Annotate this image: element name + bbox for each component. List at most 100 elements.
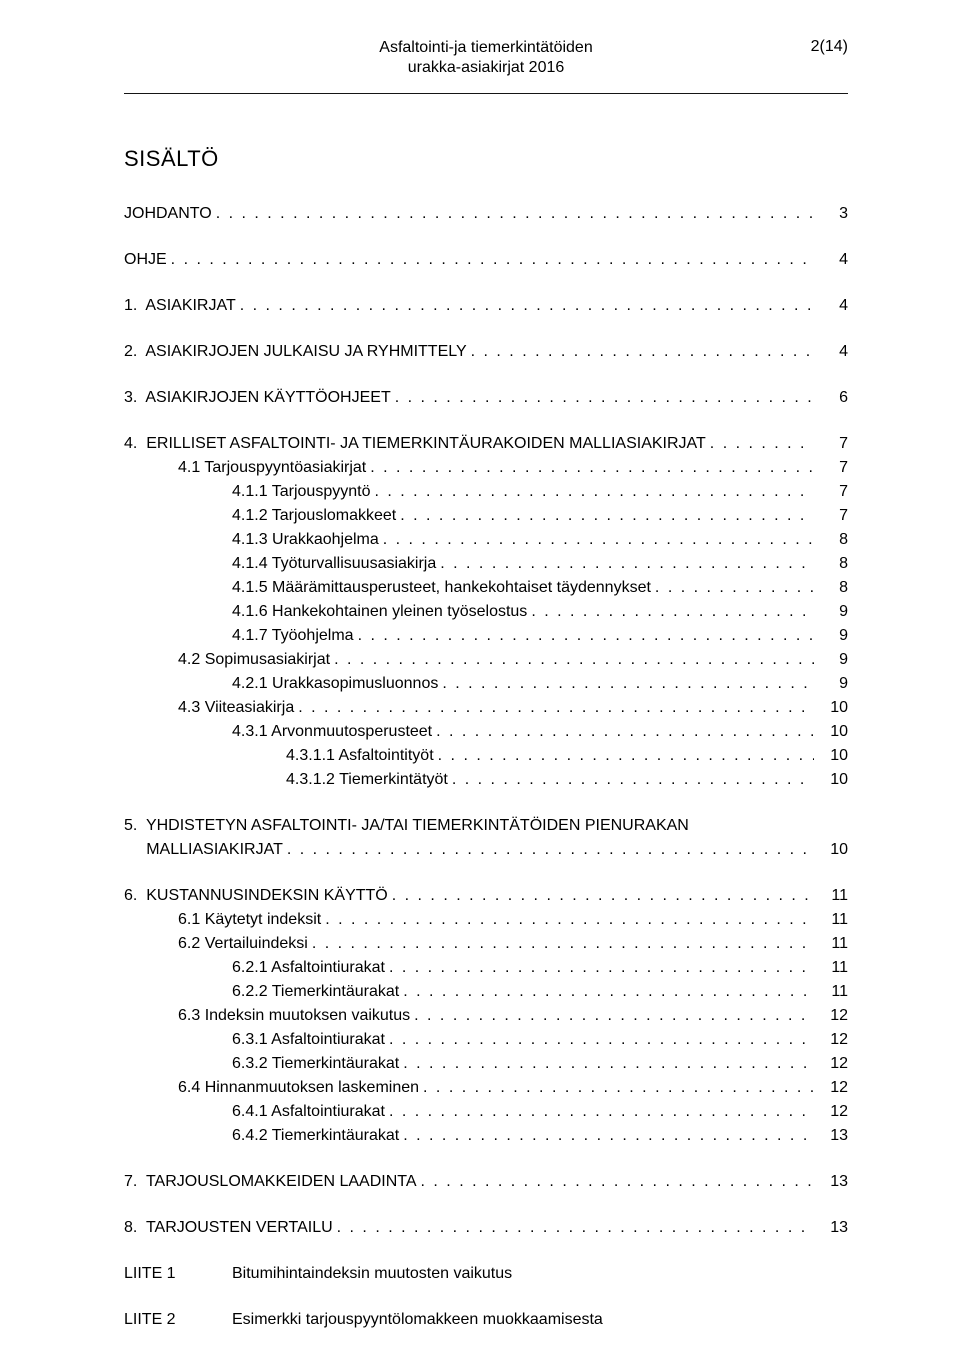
toc-page: 8 xyxy=(814,528,848,552)
toc-label: 6.4 Hinnanmuutoksen laskeminen xyxy=(124,1076,419,1100)
toc-label: 7. TARJOUSLOMAKKEIDEN LAADINTA xyxy=(124,1170,417,1194)
toc-label: 6.3.1 Asfaltointiurakat xyxy=(124,1028,385,1052)
toc-leader: . . . . . . . . . . . . . . . . . . . . … xyxy=(385,956,814,980)
toc-label: 1. ASIAKIRJAT xyxy=(124,294,236,318)
appendix-text: Bitumihintaindeksin muutosten vaikutus xyxy=(232,1262,848,1286)
toc-row: 4.1.2 Tarjouslomakkeet. . . . . . . . . … xyxy=(124,504,848,528)
toc-page: 8 xyxy=(814,552,848,576)
toc-leader: . . . . . . . . . . . . . . . . . . . . … xyxy=(333,1216,814,1240)
toc-leader: . . . . . . . . . . . . . . . . . . . . … xyxy=(391,386,814,410)
toc-label: 4.2.1 Urakkasopimusluonnos xyxy=(124,672,438,696)
appendix-label: LIITE 1 xyxy=(124,1262,232,1286)
toc-leader: . . . . . . . . . . . . . . . . . . . . … xyxy=(467,340,814,364)
toc-container: JOHDANTO. . . . . . . . . . . . . . . . … xyxy=(124,202,848,1262)
spacer xyxy=(124,1240,848,1262)
toc-row: 4.1.5 Määrämittausperusteet, hankekohtai… xyxy=(124,576,848,600)
toc-label: 4.1.1 Tarjouspyyntö xyxy=(124,480,370,504)
toc-row: MALLIASIAKIRJAT. . . . . . . . . . . . .… xyxy=(124,838,848,862)
toc-label: 6.2.1 Asfaltointiurakat xyxy=(124,956,385,980)
spacer xyxy=(124,226,848,248)
toc-row: 6.2 Vertailuindeksi. . . . . . . . . . .… xyxy=(124,932,848,956)
toc-leader: . . . . . . . . . . . . . . . . . . . . … xyxy=(236,294,814,318)
toc-page: 6 xyxy=(814,386,848,410)
toc-label: 6.4.2 Tiemerkintäurakat xyxy=(124,1124,399,1148)
toc-leader: . . . . . . . . . . . . . . . . . . . . … xyxy=(651,576,814,600)
toc-row: 6.4.1 Asfaltointiurakat. . . . . . . . .… xyxy=(124,1100,848,1124)
toc-leader: . . . . . . . . . . . . . . . . . . . . … xyxy=(308,932,814,956)
toc-page: 7 xyxy=(814,504,848,528)
toc-row: 6.1 Käytetyt indeksit. . . . . . . . . .… xyxy=(124,908,848,932)
spacer xyxy=(124,862,848,884)
toc-label: 4.3.1.2 Tiemerkintätyöt xyxy=(124,768,448,792)
appendix-container: LIITE 1Bitumihintaindeksin muutosten vai… xyxy=(124,1262,848,1332)
appendix-row: LIITE 1Bitumihintaindeksin muutosten vai… xyxy=(124,1262,848,1286)
toc-row: 6.3.1 Asfaltointiurakat. . . . . . . . .… xyxy=(124,1028,848,1052)
spacer xyxy=(124,1286,848,1308)
toc-leader: . . . . . . . . . . . . . . . . . . . . … xyxy=(379,528,814,552)
toc-page: 12 xyxy=(814,1052,848,1076)
toc-label: 4.3.1 Arvonmuutosperusteet xyxy=(124,720,432,744)
toc-row: 4.3.1 Arvonmuutosperusteet. . . . . . . … xyxy=(124,720,848,744)
spacer xyxy=(124,364,848,386)
toc-page: 10 xyxy=(814,696,848,720)
toc-page: 13 xyxy=(814,1216,848,1240)
toc-leader: . . . . . . . . . . . . . . . . . . . . … xyxy=(434,744,814,768)
toc-label: 4.1.4 Työturvallisuusasiakirja xyxy=(124,552,436,576)
toc-page: 12 xyxy=(814,1028,848,1052)
toc-page: 9 xyxy=(814,672,848,696)
toc-label: 4.1.5 Määrämittausperusteet, hankekohtai… xyxy=(124,576,651,600)
toc-page: 10 xyxy=(814,744,848,768)
toc-label: 4.1.7 Työohjelma xyxy=(124,624,354,648)
spacer xyxy=(124,272,848,294)
toc-page: 9 xyxy=(814,624,848,648)
toc-row: 4.3.1.1 Asfaltointityöt. . . . . . . . .… xyxy=(124,744,848,768)
toc-label: 6.2.2 Tiemerkintäurakat xyxy=(124,980,399,1004)
toc-row: 6. KUSTANNUSINDEKSIN KÄYTTÖ. . . . . . .… xyxy=(124,884,848,908)
toc-row: 6.3.2 Tiemerkintäurakat. . . . . . . . .… xyxy=(124,1052,848,1076)
toc-page: 13 xyxy=(814,1124,848,1148)
toc-leader: . . . . . . . . . . . . . . . . . . . . … xyxy=(410,1004,814,1028)
toc-leader: . . . . . . . . . . . . . . . . . . . . … xyxy=(366,456,814,480)
toc-row: 2. ASIAKIRJOJEN JULKAISU JA RYHMITTELY. … xyxy=(124,340,848,364)
toc-leader: . . . . . . . . . . . . . . . . . . . . … xyxy=(396,504,814,528)
toc-row: 4. ERILLISET ASFALTOINTI- JA TIEMERKINTÄ… xyxy=(124,432,848,456)
toc-page: 7 xyxy=(814,432,848,456)
toc-row: 6.3 Indeksin muutoksen vaikutus. . . . .… xyxy=(124,1004,848,1028)
toc-page: 4 xyxy=(814,294,848,318)
toc-row: OHJE. . . . . . . . . . . . . . . . . . … xyxy=(124,248,848,272)
toc-label: 6.1 Käytetyt indeksit xyxy=(124,908,321,932)
toc-page: 11 xyxy=(814,956,848,980)
toc-label: 6.3.2 Tiemerkintäurakat xyxy=(124,1052,399,1076)
toc-leader: . . . . . . . . . . . . . . . . . . . . … xyxy=(399,1052,814,1076)
toc-row: 4.2 Sopimusasiakirjat. . . . . . . . . .… xyxy=(124,648,848,672)
toc-label: MALLIASIAKIRJAT xyxy=(124,838,283,862)
toc-label: 4.1.3 Urakkaohjelma xyxy=(124,528,379,552)
toc-label: 4.3 Viiteasiakirja xyxy=(124,696,294,720)
toc-page: 11 xyxy=(814,932,848,956)
header-line-2: urakka-asiakirjat 2016 xyxy=(124,58,848,78)
toc-row: 7. TARJOUSLOMAKKEIDEN LAADINTA. . . . . … xyxy=(124,1170,848,1194)
toc-page: 11 xyxy=(814,884,848,908)
toc-label: 4.2 Sopimusasiakirjat xyxy=(124,648,330,672)
toc-label: 6.3 Indeksin muutoksen vaikutus xyxy=(124,1004,410,1028)
toc-leader: . . . . . . . . . . . . . . . . . . . . … xyxy=(527,600,814,624)
toc-leader: . . . . . . . . . . . . . . . . . . . . … xyxy=(399,1124,814,1148)
toc-label: 3. ASIAKIRJOJEN KÄYTTÖOHJEET xyxy=(124,386,391,410)
toc-page: 12 xyxy=(814,1100,848,1124)
toc-row: 5. YHDISTETYN ASFALTOINTI- JA/TAI TIEMER… xyxy=(124,814,848,838)
toc-row: 4.1 Tarjouspyyntöasiakirjat. . . . . . .… xyxy=(124,456,848,480)
page: 2(14) Asfaltointi-ja tiemerkintätöiden u… xyxy=(0,0,960,1372)
toc-page: 12 xyxy=(814,1076,848,1100)
toc-page: 4 xyxy=(814,340,848,364)
toc-row: 4.3.1.2 Tiemerkintätyöt. . . . . . . . .… xyxy=(124,768,848,792)
toc-leader: . . . . . . . . . . . . . . . . . . . . … xyxy=(706,432,814,456)
toc-leader: . . . . . . . . . . . . . . . . . . . . … xyxy=(283,838,814,862)
header-line-1: Asfaltointi-ja tiemerkintätöiden xyxy=(124,38,848,58)
toc-leader: . . . . . . . . . . . . . . . . . . . . … xyxy=(385,1028,814,1052)
toc-leader: . . . . . . . . . . . . . . . . . . . . … xyxy=(432,720,814,744)
toc-row: 4.1.4 Työturvallisuusasiakirja. . . . . … xyxy=(124,552,848,576)
toc-leader: . . . . . . . . . . . . . . . . . . . . … xyxy=(448,768,814,792)
toc-leader: . . . . . . . . . . . . . . . . . . . . … xyxy=(321,908,814,932)
toc-label: 4.1.2 Tarjouslomakkeet xyxy=(124,504,396,528)
toc-page: 11 xyxy=(814,908,848,932)
